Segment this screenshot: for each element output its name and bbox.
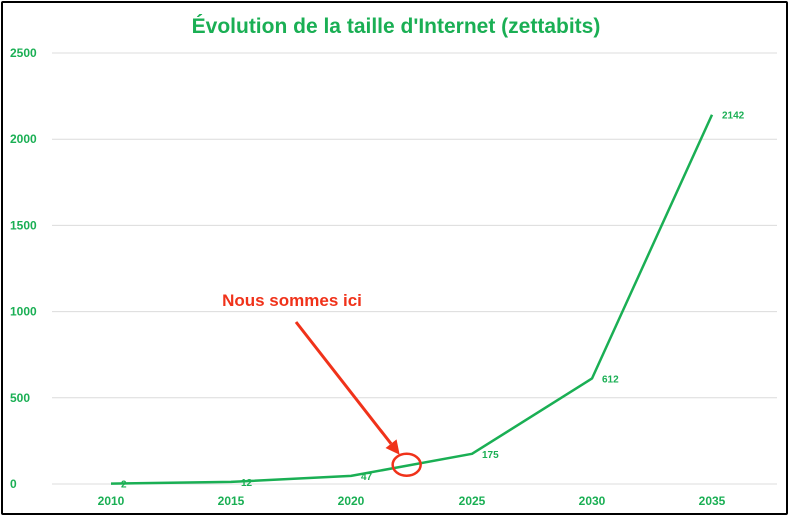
x-tick-label-2020: 2020	[338, 494, 365, 508]
data-label-2142: 2142	[722, 111, 745, 122]
data-label-2: 2	[121, 480, 127, 491]
y-tick-label-0: 0	[10, 477, 17, 491]
y-tick-label-1000: 1000	[10, 305, 37, 319]
annotation-arrowhead	[385, 439, 400, 455]
x-tick-label-2025: 2025	[459, 494, 486, 508]
x-tick-label-2035: 2035	[699, 494, 726, 508]
series-line	[110, 114, 714, 485]
data-label-612: 612	[602, 374, 619, 385]
annotation-text: Nous sommes ici	[222, 291, 362, 310]
y-tick-label-2500: 2500	[10, 46, 37, 60]
data-label-47: 47	[361, 472, 373, 483]
annotation-circle	[391, 452, 422, 478]
annotation: Nous sommes ici	[222, 291, 422, 478]
x-tick-label-2015: 2015	[218, 494, 245, 508]
data-label-175: 175	[482, 450, 499, 461]
y-tick-label-2000: 2000	[10, 132, 37, 146]
annotation-arrow	[294, 321, 393, 445]
chart-title: Évolution de la taille d'Internet (zetta…	[192, 15, 601, 38]
x-tick-label-2010: 2010	[98, 494, 125, 508]
grid	[52, 52, 777, 485]
y-tick-label-500: 500	[10, 391, 30, 405]
x-tick-label-2030: 2030	[579, 494, 606, 508]
y-axis-ticks: 0 500 1000 1500 2000 2500	[10, 46, 37, 491]
data-labels: 2 12 47 175 612 2142	[121, 111, 745, 491]
y-tick-label-1500: 1500	[10, 218, 37, 232]
data-label-12: 12	[241, 478, 253, 489]
x-axis-ticks: 2010 2015 2020 2025 2030 2035	[98, 494, 726, 508]
